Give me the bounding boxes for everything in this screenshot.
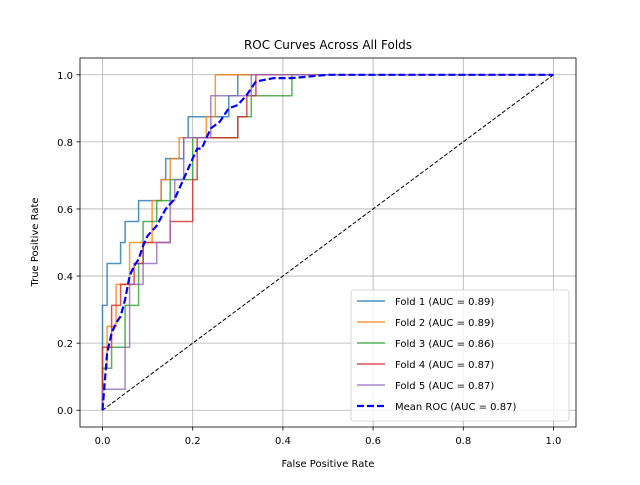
legend-label: Fold 2 (AUC = 0.89) (395, 318, 494, 329)
fold-5-roc-line (101, 74, 554, 411)
legend-box (350, 289, 570, 422)
plot-area (101, 73, 554, 411)
y-tick-label: 1.0 (57, 71, 73, 82)
chart-title: ROC Curves Across All Folds (244, 38, 412, 52)
legend-label: Mean ROC (AUC = 0.87) (395, 402, 516, 413)
legend-label: Fold 4 (AUC = 0.87) (395, 360, 494, 371)
x-tick-label: 0.0 (95, 436, 111, 447)
x-axis-label: False Positive Rate (282, 459, 375, 470)
y-tick-label: 0.8 (57, 138, 73, 149)
y-tick-label: 0.2 (57, 339, 73, 350)
x-tick-label: 0.6 (365, 436, 381, 447)
y-tick-label: 0.4 (57, 272, 73, 283)
axes-frame (79, 57, 577, 428)
y-tick-label: 0.0 (57, 406, 73, 417)
y-axis-label: True Positive Rate (30, 197, 41, 287)
x-tick-label: 0.8 (455, 436, 471, 447)
axis-ticks: 0.0 0.2 0.4 0.6 0.8 1.0 0.0 0.2 0.4 0.6 0.8 1.0 (57, 71, 561, 447)
x-tick-label: 1.0 (546, 436, 562, 447)
legend-label: Fold 5 (AUC = 0.87) (395, 381, 494, 392)
grid-lines (80, 58, 576, 427)
chance-diagonal-line (102, 74, 554, 411)
x-tick-label: 0.2 (185, 436, 201, 447)
mean-roc-line (101, 73, 554, 411)
legend-label: Fold 1 (AUC = 0.89) (395, 297, 494, 308)
legend: Fold 1 (AUC = 0.89) Fold 2 (AUC = 0.89) Fo… (350, 289, 570, 422)
y-tick-label: 0.6 (57, 205, 73, 216)
legend-label: Fold 3 (AUC = 0.86) (395, 339, 494, 350)
x-tick-label: 0.4 (275, 436, 291, 447)
